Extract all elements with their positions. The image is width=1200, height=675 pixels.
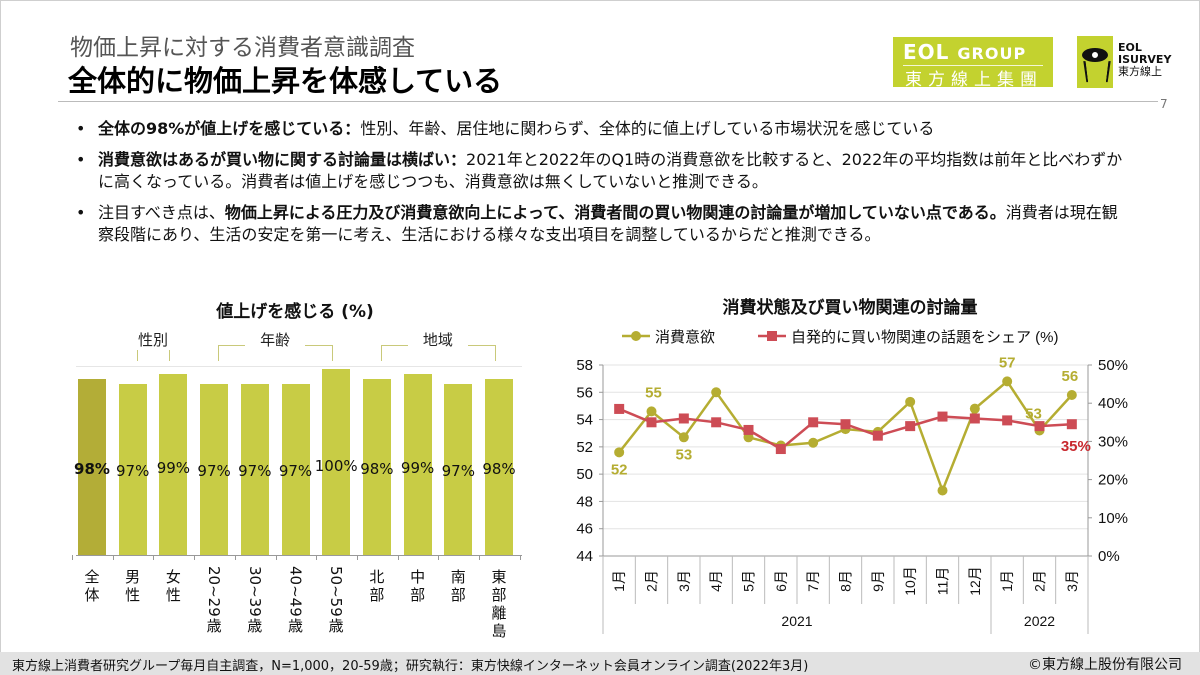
bar [485,378,513,555]
category-age-suffix: 歳 [206,616,222,635]
bar [362,378,391,555]
logo-group-line2: 東方線上集團 [905,70,1043,90]
bullet-bold: 全体の98%が値上げを感じている： [98,119,361,138]
category-age-suffix: 歳 [287,616,303,635]
eye-pupil [1090,50,1100,60]
bar-category-label: 北部 [369,568,385,604]
eol-isurvey-logo-text: EOL ISURVEY 東方線上 [1118,42,1171,78]
bar-data-label: 97% [278,461,313,480]
bar-gridline [76,366,522,367]
bar [118,383,147,555]
group-bracket-left [380,345,382,361]
line-chart-title: 消費状態及び買い物関連の討論量 [722,298,978,318]
bar-x-tick [234,555,236,560]
bar-data-label: 99% [156,458,191,477]
slide-title: 全体的に物価上昇を体感している [68,64,503,98]
bar-category-label: 50~59 歳 [327,566,345,635]
bullet-item: 注目すべき点は、物価上昇による圧力及び消費意欲向上によって、消費者間の買い物関連… [70,202,1130,246]
logo-legs [1083,61,1111,83]
bar-category-label: 男性 [125,568,141,604]
bar-x-tick [153,555,155,560]
bar [240,383,269,555]
bar-x-tick [397,555,399,560]
group-bracket-left [218,345,220,361]
bar-x-tick [194,555,196,560]
bar-category-label: 女性 [165,568,181,604]
logo-group-line1: EOL GROUP [903,40,1026,64]
eol-isurvey-eye-icon [1077,36,1113,88]
group-label: 性別 [123,329,184,350]
logo-eol-text: EOL [903,40,950,64]
bullet-item: 消費意欲はあるが買い物に関する討論量は横ばい：2021年と2022年のQ1時の消… [70,149,1130,193]
category-age-range: 40~49 [286,566,305,617]
bar-data-label: 97% [238,461,272,480]
bar-x-tick [275,555,277,560]
category-age-range: 50~59 [327,566,346,617]
category-age-range: 20~29 [205,566,224,617]
copyright: ©東方線上股份有限公司 [1028,657,1182,673]
bar-category-label: 東部離島 [491,568,507,640]
slide-subtitle: 物価上昇に対する消費者意識調査 [70,35,415,61]
bar-chart-title: 値上げを感じる (%) [216,302,374,322]
bar-category-label: 40~49 歳 [287,566,305,635]
header-divider [58,101,1158,102]
isurvey-line1: EOL [1118,41,1142,54]
bar-x-tick [438,555,440,560]
bar-x-tick [479,555,480,560]
source-note: 東方線上消費者研究グループ毎月自主調査，N=1,000，20-59歳；研究執行：… [12,659,809,674]
bar-data-label: 98% [482,460,516,478]
group-bracket-right [332,345,334,361]
bar-x-axis [76,555,522,556]
bar [322,369,351,555]
bar-category-label: 全体 [84,568,100,604]
bar [200,383,229,555]
bar-x-tick [72,555,73,560]
bar-x-tick [316,555,318,560]
isurvey-line3: 東方線上 [1118,65,1162,78]
category-age-suffix: 歳 [328,616,344,635]
bullet-text: 2021年と2022年のQ1時の消費意欲を比較すると、2022年の平均指数は前年… [98,150,1123,191]
bullet-text: 消費者は現在観察段階にあり、生活の安定を第一に考え、生活における様々な支出項目を… [98,203,1118,244]
bar [281,383,310,555]
bar-x-tick [356,555,358,560]
bar-data-label: 97% [197,461,231,480]
logo-group-text: GROUP [957,44,1027,63]
bullet-bold: 消費意欲はあるが買い物に関する討論量は横ばい： [98,150,467,169]
bullet-bold: 物価上昇による圧力及び消費意欲向上によって、消費者間の買い物関連の討論量が増加し… [224,203,1006,222]
bar-data-label: 98% [360,460,394,478]
bar-data-label: 97% [116,461,150,480]
bar [403,373,432,555]
bar-category-label: 中部 [410,568,426,604]
bar-category-label: 20~29 歳 [205,566,223,635]
bar-data-label: 98% [74,460,110,478]
isurvey-line2: ISURVEY [1118,53,1172,66]
group-label: 年齢 [245,329,306,350]
bar [444,383,473,555]
category-age-range: 30~39 [245,566,264,617]
group-bracket-left [136,345,138,361]
eol-group-logo: EOL GROUP 東方線上集團 [893,37,1053,90]
logo-divider [903,65,1043,66]
bullet-text: 性別、年齢、居住地に関わらず、全体的に値上げしている市場状況を感じている [360,119,935,138]
bar-x-tick [112,555,114,560]
key-findings-list: 全体の98%が値上げを感じている：性別、年齢、居住地に関わらず、全体的に値上げし… [70,118,1130,255]
bar-data-label: 97% [441,461,475,480]
bullet-item: 全体の98%が値上げを感じている：性別、年齢、居住地に関わらず、全体的に値上げし… [70,118,1130,140]
group-bracket-right [169,345,171,361]
bar [78,378,106,555]
bar-category-label: 30~39 歳 [246,566,264,635]
bar-data-label: 100% [314,457,358,475]
page-number: 7 [1160,97,1168,111]
bar-category-label: 南部 [450,568,466,604]
bullet-pre: 注目すべき点は、 [98,203,225,222]
bar-data-label: 99% [400,458,435,477]
footer-bar: 東方線上消費者研究グループ毎月自主調査，N=1,000，20-59歳；研究執行：… [0,652,1200,675]
bar [159,373,188,555]
bar-x-tick [519,555,521,560]
category-age-suffix: 歳 [247,616,263,635]
group-label: 地域 [407,329,468,350]
group-bracket-right [495,345,496,361]
